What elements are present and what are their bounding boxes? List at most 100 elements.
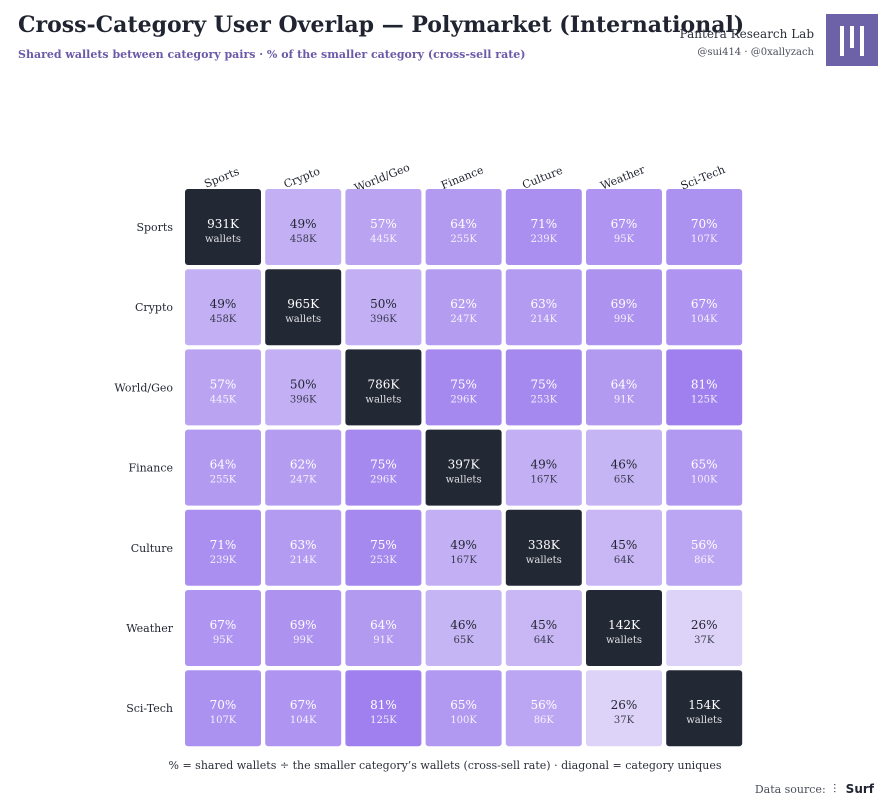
heatmap-cell: 62% 247K: [265, 429, 342, 506]
cell-count-label: 247K: [450, 314, 477, 325]
cell-value-label: 65%: [450, 698, 477, 712]
heatmap-cell-rect: [586, 509, 662, 586]
heatmap-cell: 81% 125K: [345, 670, 422, 747]
cell-count-label: 99K: [293, 635, 314, 646]
cell-count-label: 239K: [531, 234, 558, 245]
cell-count-label: wallets: [205, 234, 241, 245]
col-label-weather: Weather: [599, 163, 648, 193]
heatmap-cell-rect: [505, 269, 582, 346]
heatmap-cell-rect: [505, 349, 582, 426]
heatmap-cell-rect: [586, 269, 662, 346]
cell-value-label: 56%: [691, 538, 718, 552]
heatmap-cell: 75% 253K: [345, 509, 422, 586]
cell-count-label: wallets: [526, 555, 562, 566]
heatmap-cell-rect: [666, 509, 743, 586]
heatmap-cell: 338K wallets: [505, 509, 582, 586]
cell-value-label: 64%: [611, 377, 638, 391]
cell-count-label: 65K: [453, 635, 474, 646]
cell-value-label: 75%: [370, 538, 397, 552]
cell-value-label: 75%: [530, 377, 557, 391]
row-label-sci-tech: Sci-Tech: [126, 702, 173, 715]
heatmap-cell-rect: [345, 670, 422, 747]
cell-count-label: 95K: [213, 635, 234, 646]
cell-value-label: 26%: [611, 698, 638, 712]
heatmap-cell: 965K wallets: [265, 269, 342, 346]
cell-count-label: 37K: [694, 635, 715, 646]
heatmap-cell-rect: [185, 269, 261, 346]
heatmap-cell: 786K wallets: [345, 349, 422, 426]
heatmap-cell: 71% 239K: [505, 189, 582, 265]
row-label-crypto: Crypto: [135, 301, 173, 314]
heatmap-cell: 142K wallets: [586, 590, 662, 666]
cell-count-label: 255K: [450, 234, 477, 245]
data-source: Data source: ⫶ Surf: [755, 782, 874, 797]
cell-count-label: 247K: [290, 475, 317, 486]
cell-value-label: 50%: [290, 377, 317, 391]
heatmap-cell-rect: [425, 269, 502, 346]
cell-count-label: 125K: [691, 394, 718, 405]
cell-count-label: 253K: [531, 394, 558, 405]
cell-count-label: wallets: [365, 394, 401, 405]
cell-value-label: 67%: [290, 698, 317, 712]
heatmap-cell: 71% 239K: [185, 509, 261, 586]
pantera-logo-icon: [826, 14, 878, 66]
heatmap-cell-rect: [505, 670, 582, 747]
cell-count-label: 99K: [614, 314, 635, 325]
heatmap-cell: 50% 396K: [265, 349, 342, 426]
heatmap-cell: 46%65K: [586, 429, 662, 506]
heatmap-cell-rect: [666, 269, 743, 346]
header: Cross-Category User Overlap — Polymarket…: [18, 12, 878, 72]
cell-value-label: 931K: [207, 217, 240, 231]
cell-value-label: 64%: [210, 458, 237, 472]
col-label-finance: Finance: [439, 163, 485, 192]
heatmap-cell: 65% 100K: [425, 670, 502, 747]
cell-value-label: 81%: [691, 377, 718, 391]
heatmap-cell-rect: [586, 189, 662, 265]
heatmap-cell: 70% 107K: [185, 670, 261, 747]
cell-count-label: 125K: [370, 715, 397, 726]
heatmap-cell-rect: [586, 349, 662, 426]
heatmap-cell: 56%86K: [505, 670, 582, 747]
heatmap-cell-rect: [265, 189, 342, 265]
heatmap-cell-rect: [265, 429, 342, 506]
cell-count-label: 100K: [450, 715, 477, 726]
cell-value-label: 62%: [290, 458, 317, 472]
cell-value-label: 70%: [691, 217, 718, 231]
cell-value-label: 62%: [450, 297, 477, 311]
cell-count-label: 458K: [210, 314, 237, 325]
cell-value-label: 75%: [370, 458, 397, 472]
heatmap-cell-rect: [345, 590, 422, 666]
cell-value-label: 71%: [530, 217, 557, 231]
cell-count-label: 37K: [614, 715, 635, 726]
footnote: % = shared wallets ÷ the smaller categor…: [168, 759, 722, 772]
cell-value-label: 70%: [210, 698, 237, 712]
cell-count-label: 214K: [290, 555, 317, 566]
cell-count-label: 167K: [531, 475, 558, 486]
heatmap-cell-rect: [425, 429, 502, 506]
cell-value-label: 46%: [611, 458, 638, 472]
heatmap-cell: 46%65K: [425, 590, 502, 666]
cell-count-label: 396K: [290, 394, 317, 405]
cell-value-label: 49%: [290, 217, 317, 231]
heatmap-cell: 50% 396K: [345, 269, 422, 346]
heatmap-cell: 63% 214K: [265, 509, 342, 586]
heatmap-cell-rect: [505, 189, 582, 265]
heatmap-cell-rect: [666, 349, 743, 426]
heatmap-cell-rect: [505, 509, 582, 586]
heatmap-cell: 75% 253K: [505, 349, 582, 426]
cell-value-label: 63%: [530, 297, 557, 311]
row-label-sports: Sports: [136, 221, 173, 234]
heatmap-cell-rect: [586, 670, 662, 747]
cell-count-label: 64K: [614, 555, 635, 566]
surf-icon: ⫶: [833, 782, 837, 796]
heatmap-cell: 75% 296K: [425, 349, 502, 426]
col-label-culture: Culture: [520, 164, 564, 192]
cell-count-label: 107K: [691, 234, 718, 245]
heatmap-cell-rect: [265, 509, 342, 586]
cell-count-label: 104K: [290, 715, 317, 726]
heatmap-cell-rect: [586, 429, 662, 506]
cell-count-label: wallets: [285, 314, 321, 325]
heatmap-cell-rect: [505, 590, 582, 666]
heatmap-cell: 57% 445K: [345, 189, 422, 265]
